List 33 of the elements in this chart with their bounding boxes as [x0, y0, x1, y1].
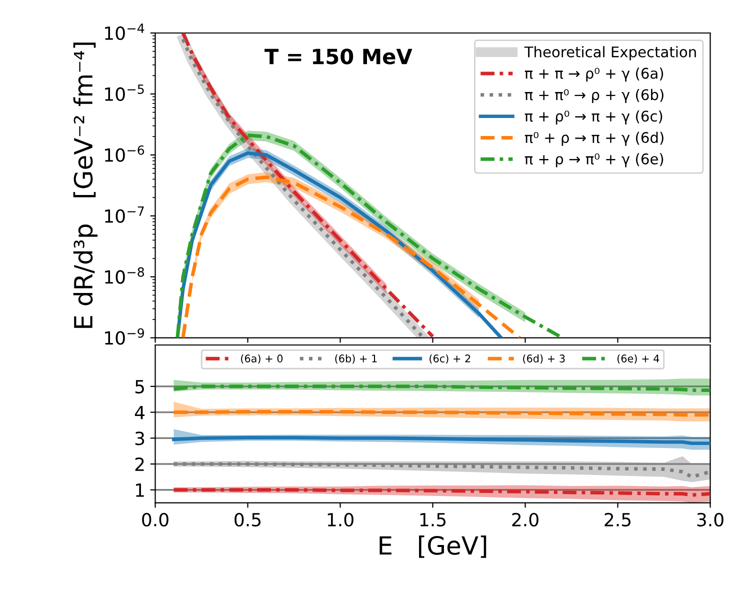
- y-tick-label: 4: [134, 406, 145, 420]
- annotation: T = 150 MeV: [264, 48, 412, 64]
- x-tick-label: 0.0: [142, 512, 168, 526]
- legend-label: (6d) + 3: [523, 354, 565, 364]
- legend-label: π⁰ + ρ → π + γ (6d): [524, 132, 664, 146]
- x-tick-label: 1.0: [328, 512, 354, 526]
- y-tick-label: 10$^{−7}$: [105, 206, 144, 223]
- legend-label: π + ρ → π⁰ + γ (6e): [524, 153, 664, 168]
- x-tick-label: 0.5: [234, 512, 261, 526]
- x-tick-label: 1.5: [420, 513, 446, 526]
- legend-label: (6b) + 1: [335, 354, 377, 364]
- y-tick-label: 10$^{−4}$: [105, 24, 144, 40]
- legend-label: (6a) + 0: [241, 354, 283, 364]
- line-series: [181, 176, 522, 338]
- x-tick-label: 2.5: [604, 512, 631, 526]
- y-tick-label: 2: [135, 457, 144, 471]
- legend-label: π + π → ρ⁰ + γ (6a): [524, 68, 664, 82]
- y-axis-title: E dR/d³p [GeV⁻² fm⁻⁴]: [73, 42, 98, 328]
- y-tick-label: 10$^{−8}$: [105, 267, 144, 284]
- legend-label: (6e) + 4: [617, 354, 660, 364]
- y-tick-label: 3: [135, 432, 144, 446]
- x-tick-label: 3.0: [697, 512, 724, 526]
- legend-label: (6c) + 2: [430, 354, 470, 364]
- legend-label: Theoretical Expectation: [524, 46, 696, 60]
- legend-label: π + π⁰ → ρ + γ (6b): [524, 88, 664, 104]
- y-tick-label: 10$^{−6}$: [105, 145, 144, 162]
- legend-label: π + ρ⁰ → π + γ (6c): [524, 110, 662, 124]
- y-tick-label: 1: [136, 484, 144, 497]
- x-axis-title: E [GeV]: [380, 536, 486, 558]
- y-tick-label: 10$^{−9}$: [105, 328, 144, 345]
- x-tick-label: 2.0: [512, 512, 538, 526]
- y-tick-label: 10$^{−5}$: [105, 84, 144, 101]
- y-tick-label: 5: [135, 380, 144, 394]
